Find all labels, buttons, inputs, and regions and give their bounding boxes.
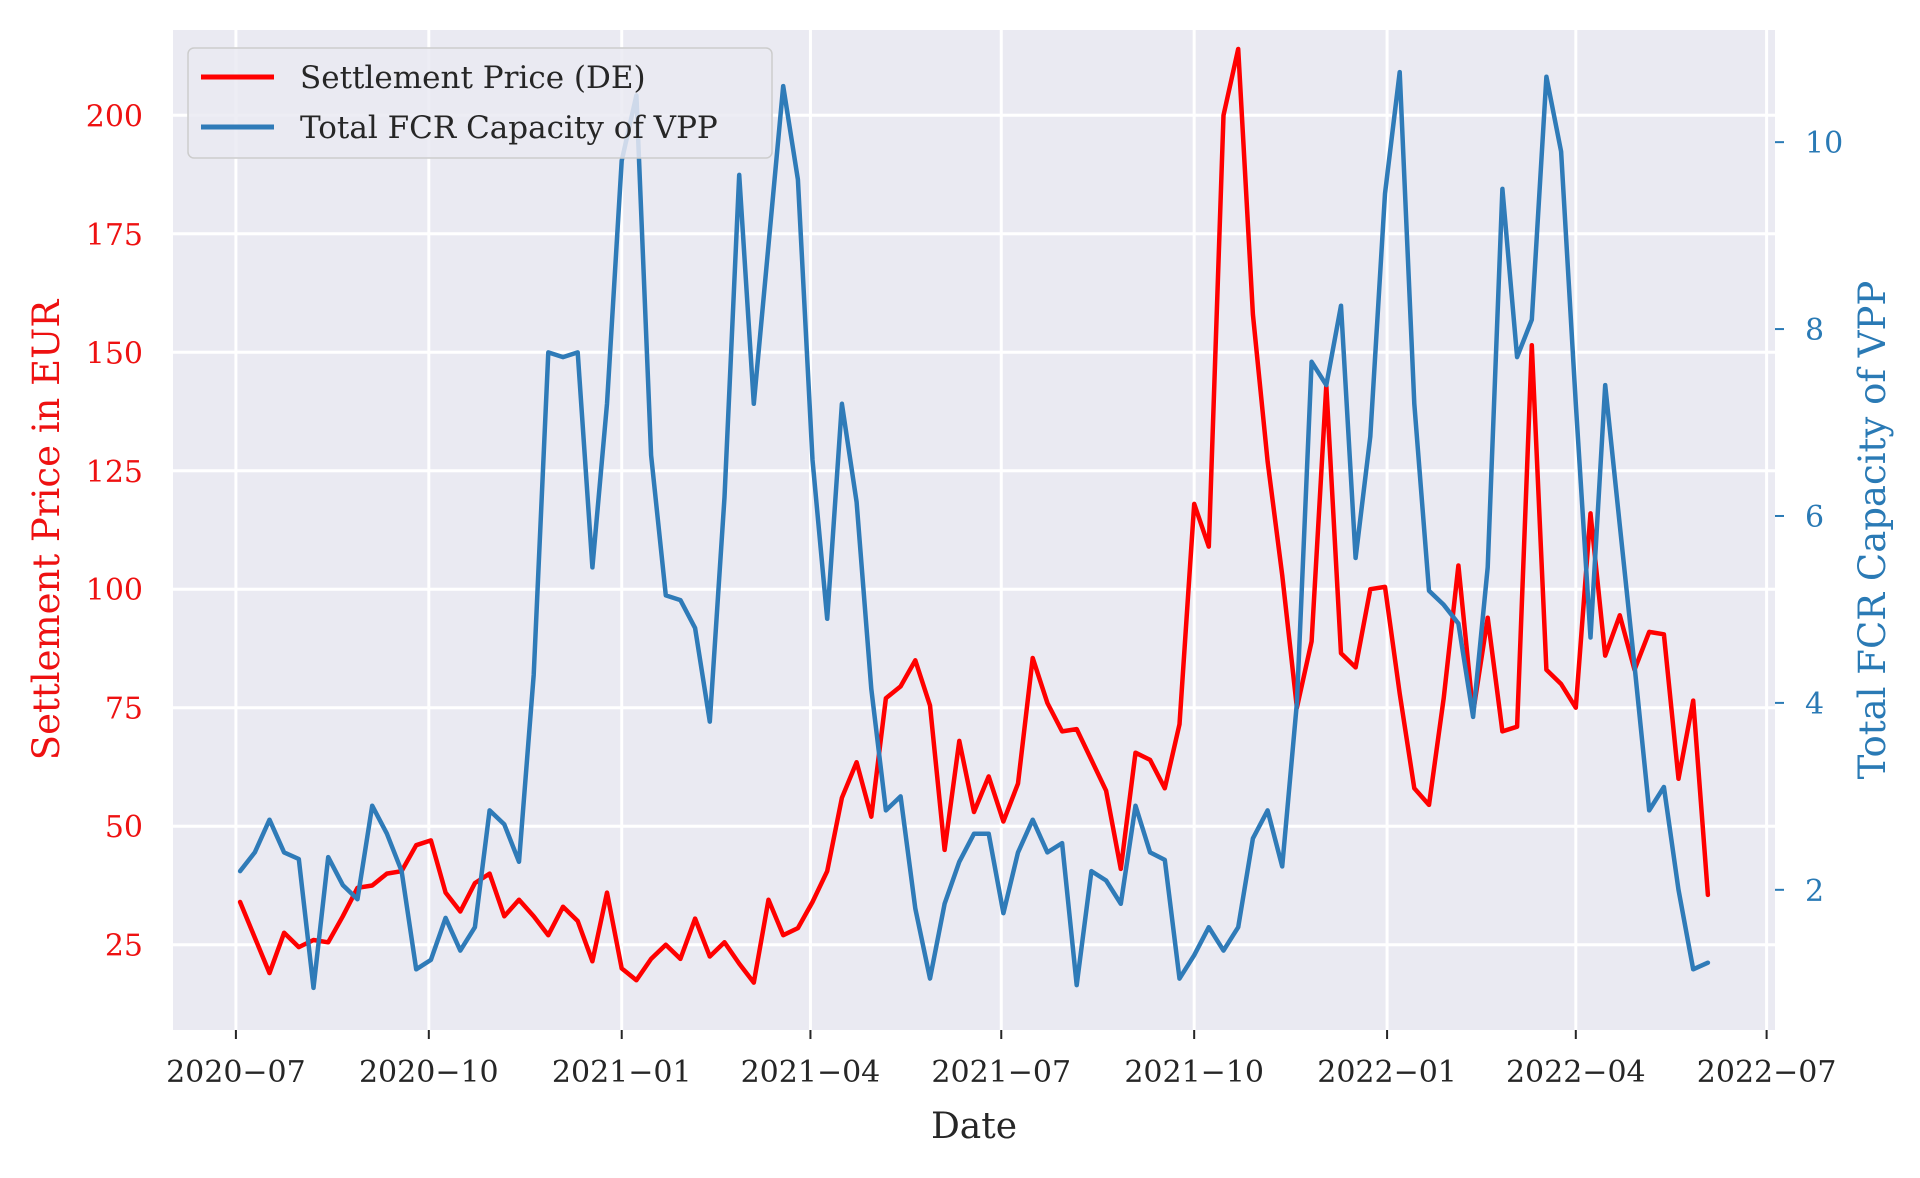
legend-label-fcr-capacity: Total FCR Capacity of VPP [300,110,718,146]
x-tick-label: 2021−07 [931,1055,1071,1090]
axes: 2020−07 2020−10 2021−01 2021−04 2021−07 2021−… [86,99,1843,1090]
x-tick-label: 2022−07 [1697,1055,1837,1090]
x-tick-label: 2021−04 [741,1055,881,1090]
right-y-tick-label: 6 [1805,500,1824,535]
left-y-tick-label: 75 [105,692,143,727]
left-y-tick-label: 150 [86,336,143,371]
left-y-tick-label: 25 [105,929,143,964]
x-axis-label: Date [931,1106,1017,1147]
left-y-axis-label: Settlement Price in EUR [25,299,68,761]
legend-box [187,47,773,159]
series-line-settlement-price [237,46,1711,985]
x-tick-label: 2022−01 [1317,1055,1457,1090]
left-y-tick-label: 200 [86,99,143,134]
x-tick-label: 2021−10 [1124,1055,1264,1090]
left-y-tick-label: 125 [86,455,143,490]
left-y-tick-label: 175 [86,218,143,253]
series-lines [237,46,1711,991]
right-y-tick-label: 2 [1805,874,1824,909]
x-tick-label: 2020−10 [359,1055,499,1090]
x-tick-label: 2022−04 [1506,1055,1646,1090]
legend-label-settlement-price: Settlement Price (DE) [300,60,646,96]
right-y-axis-label: Total FCR Capacity of VPP [1851,281,1894,780]
right-y-tick-label: 4 [1805,687,1824,722]
x-tick-label: 2021−01 [552,1055,692,1090]
x-tick-label: 2020−07 [166,1055,306,1090]
legend: Settlement Price (DE) Total FCR Capacity… [187,47,773,159]
left-y-tick-label: 50 [105,810,143,845]
series-line-fcr-capacity [237,69,1711,991]
right-y-tick-label: 8 [1805,313,1824,348]
plot-background [173,30,1775,1030]
right-y-tick-label: 10 [1805,126,1843,161]
left-y-tick-label: 100 [86,573,143,608]
